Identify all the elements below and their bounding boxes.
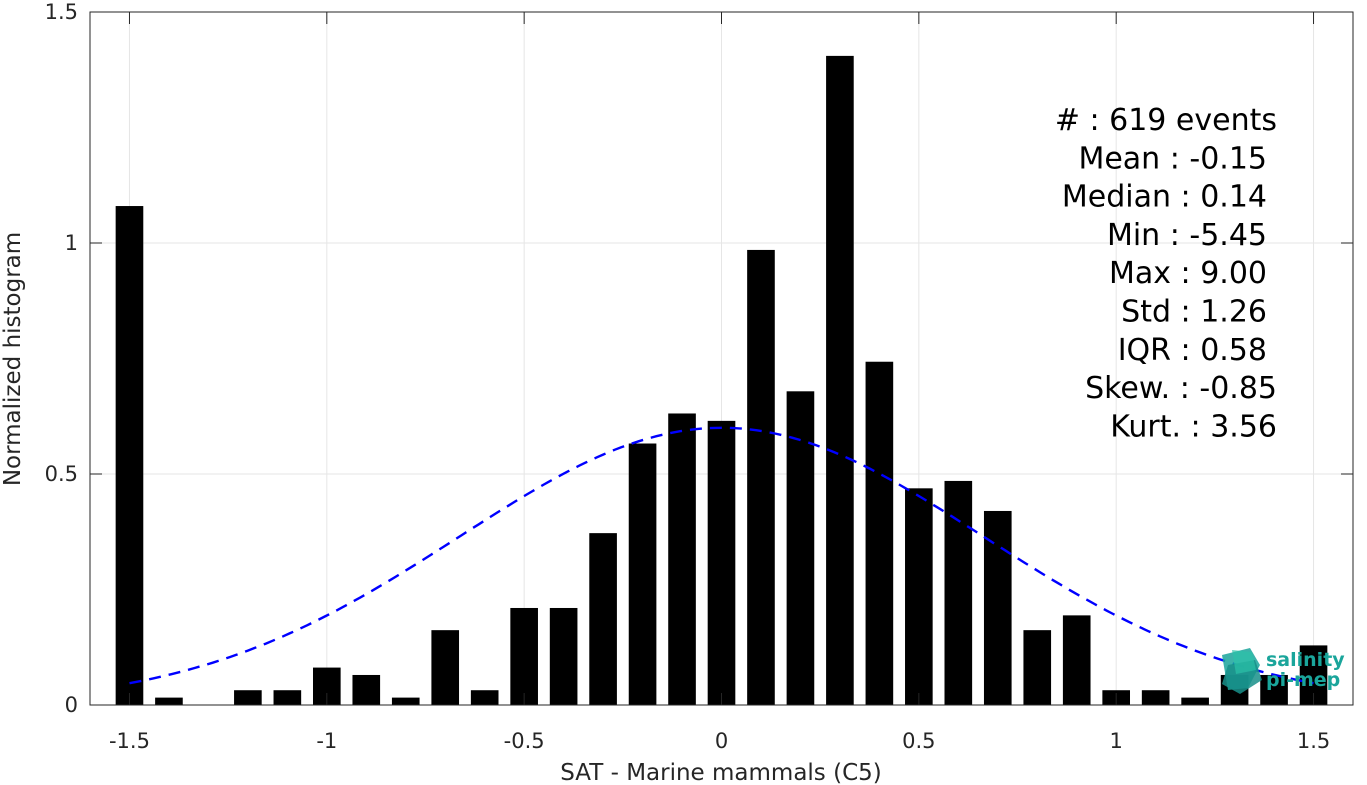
histogram-bar bbox=[826, 55, 854, 705]
stat-line: IQR : 0.58 bbox=[1118, 333, 1267, 368]
x-tick-label: -1 bbox=[316, 729, 337, 753]
histogram-bar bbox=[865, 361, 894, 705]
histogram-bar bbox=[668, 413, 696, 705]
histogram-bar bbox=[510, 607, 538, 705]
histogram-bar bbox=[234, 690, 262, 705]
histogram-bar bbox=[431, 630, 460, 705]
stat-line: # : 619 events bbox=[1055, 103, 1277, 138]
y-tick-label: 0.5 bbox=[45, 462, 78, 486]
stat-line: Min : -5.45 bbox=[1107, 218, 1267, 253]
x-tick-label: -1.5 bbox=[109, 729, 150, 753]
histogram-bar bbox=[470, 690, 499, 705]
stat-line: Skew. : -0.85 bbox=[1085, 371, 1277, 406]
axis-ticks bbox=[90, 11, 1353, 706]
gaussian-fit-curve bbox=[129, 426, 1314, 685]
histogram-bar bbox=[1260, 674, 1288, 705]
x-tick-label: 0 bbox=[715, 729, 728, 753]
histogram-bar bbox=[905, 488, 933, 705]
histogram-bar bbox=[747, 249, 775, 705]
y-tick-label: 1.5 bbox=[45, 0, 78, 24]
histogram-bar bbox=[1062, 615, 1091, 705]
histogram-bar bbox=[707, 420, 736, 705]
histogram-bar bbox=[1141, 690, 1170, 705]
y-tick-labels: 0 0.5 1 1.5 bbox=[45, 0, 78, 717]
histogram-bars bbox=[115, 55, 1328, 706]
salinity-pimep-logo: salinity pi-mep bbox=[1222, 648, 1345, 694]
histogram-bar bbox=[1023, 630, 1052, 705]
logo-mark-icon bbox=[1222, 648, 1262, 694]
histogram-bar bbox=[549, 607, 578, 705]
x-tick-label: 0.5 bbox=[902, 729, 935, 753]
y-axis-label: Normalized histogram bbox=[0, 232, 26, 486]
histogram-bar bbox=[628, 443, 657, 705]
histogram-bar bbox=[391, 697, 420, 705]
x-axis-label: SAT - Marine mammals (C5) bbox=[560, 760, 882, 785]
histogram-bar bbox=[1181, 697, 1209, 705]
stat-line: Kurt. : 3.56 bbox=[1110, 409, 1277, 444]
histogram-bar bbox=[944, 480, 973, 705]
histogram-bar bbox=[589, 533, 617, 705]
stat-line: Max : 9.00 bbox=[1109, 256, 1267, 291]
histogram-bar bbox=[155, 697, 183, 705]
x-tick-label: 1 bbox=[1110, 729, 1123, 753]
logo-line1: salinity bbox=[1266, 649, 1345, 671]
histogram-bar bbox=[352, 674, 381, 705]
stat-line: Std : 1.26 bbox=[1121, 295, 1267, 330]
stat-line: Median : 0.14 bbox=[1062, 180, 1267, 215]
x-tick-label: 1.5 bbox=[1297, 729, 1330, 753]
y-tick-label: 0 bbox=[65, 693, 78, 717]
logo-line2: pi-mep bbox=[1266, 669, 1340, 691]
stat-line: Mean : -0.15 bbox=[1078, 141, 1267, 176]
x-tick-labels: -1.5 -1 -0.5 0 0.5 1 1.5 bbox=[109, 729, 1330, 753]
x-tick-label: -0.5 bbox=[504, 729, 545, 753]
histogram-bar bbox=[983, 510, 1012, 705]
y-tick-label: 1 bbox=[65, 231, 78, 255]
histogram-bar bbox=[273, 690, 302, 705]
histogram-bar bbox=[115, 206, 144, 706]
